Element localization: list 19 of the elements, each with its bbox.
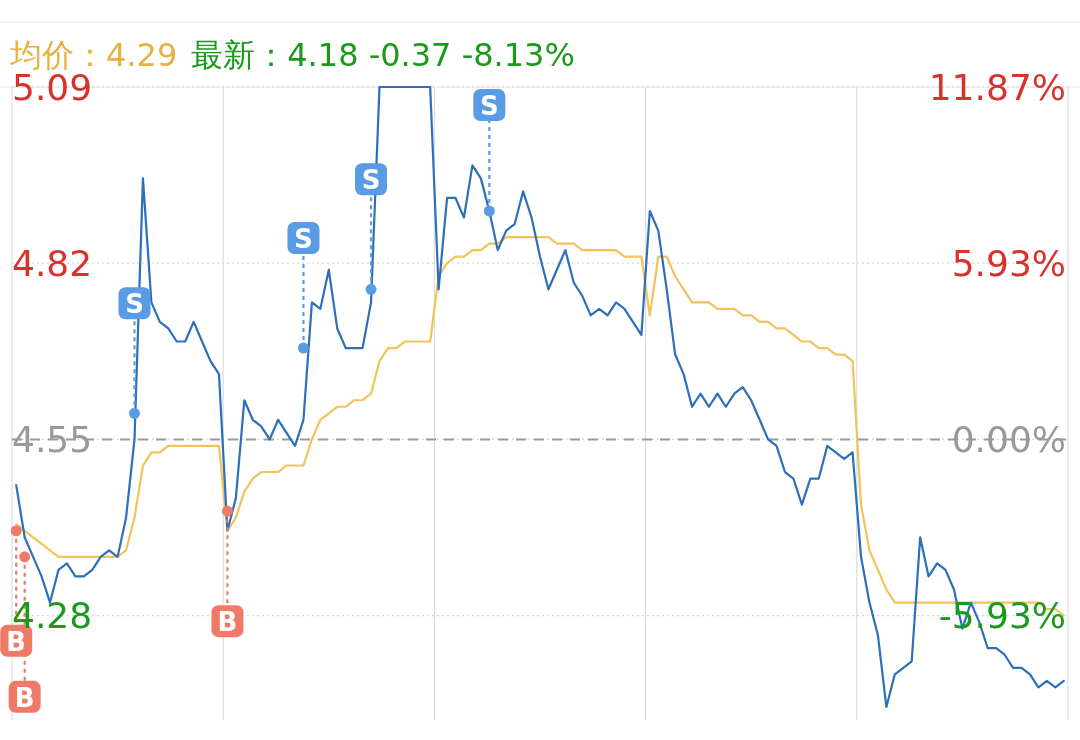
y-tick-label: 4.55 [12,418,93,460]
y2-tick-label: 11.87% [928,66,1066,108]
point [365,283,377,295]
point [297,342,309,354]
y2-tick-label: 0.00% [951,418,1066,460]
point [221,505,233,517]
point [19,551,31,563]
text: S [361,165,381,196]
point [10,525,22,537]
text: S [125,289,144,320]
text: S [294,224,313,255]
text: B [217,607,238,638]
text: S [479,91,499,121]
point [483,205,495,217]
point [129,407,140,419]
y-tick-label: 4.82 [12,242,93,284]
legend-label: B [14,682,35,713]
text: 最新：4.18 -0.37 -8.13% [191,36,575,74]
y2-tick-label: 5.93% [951,242,1066,284]
